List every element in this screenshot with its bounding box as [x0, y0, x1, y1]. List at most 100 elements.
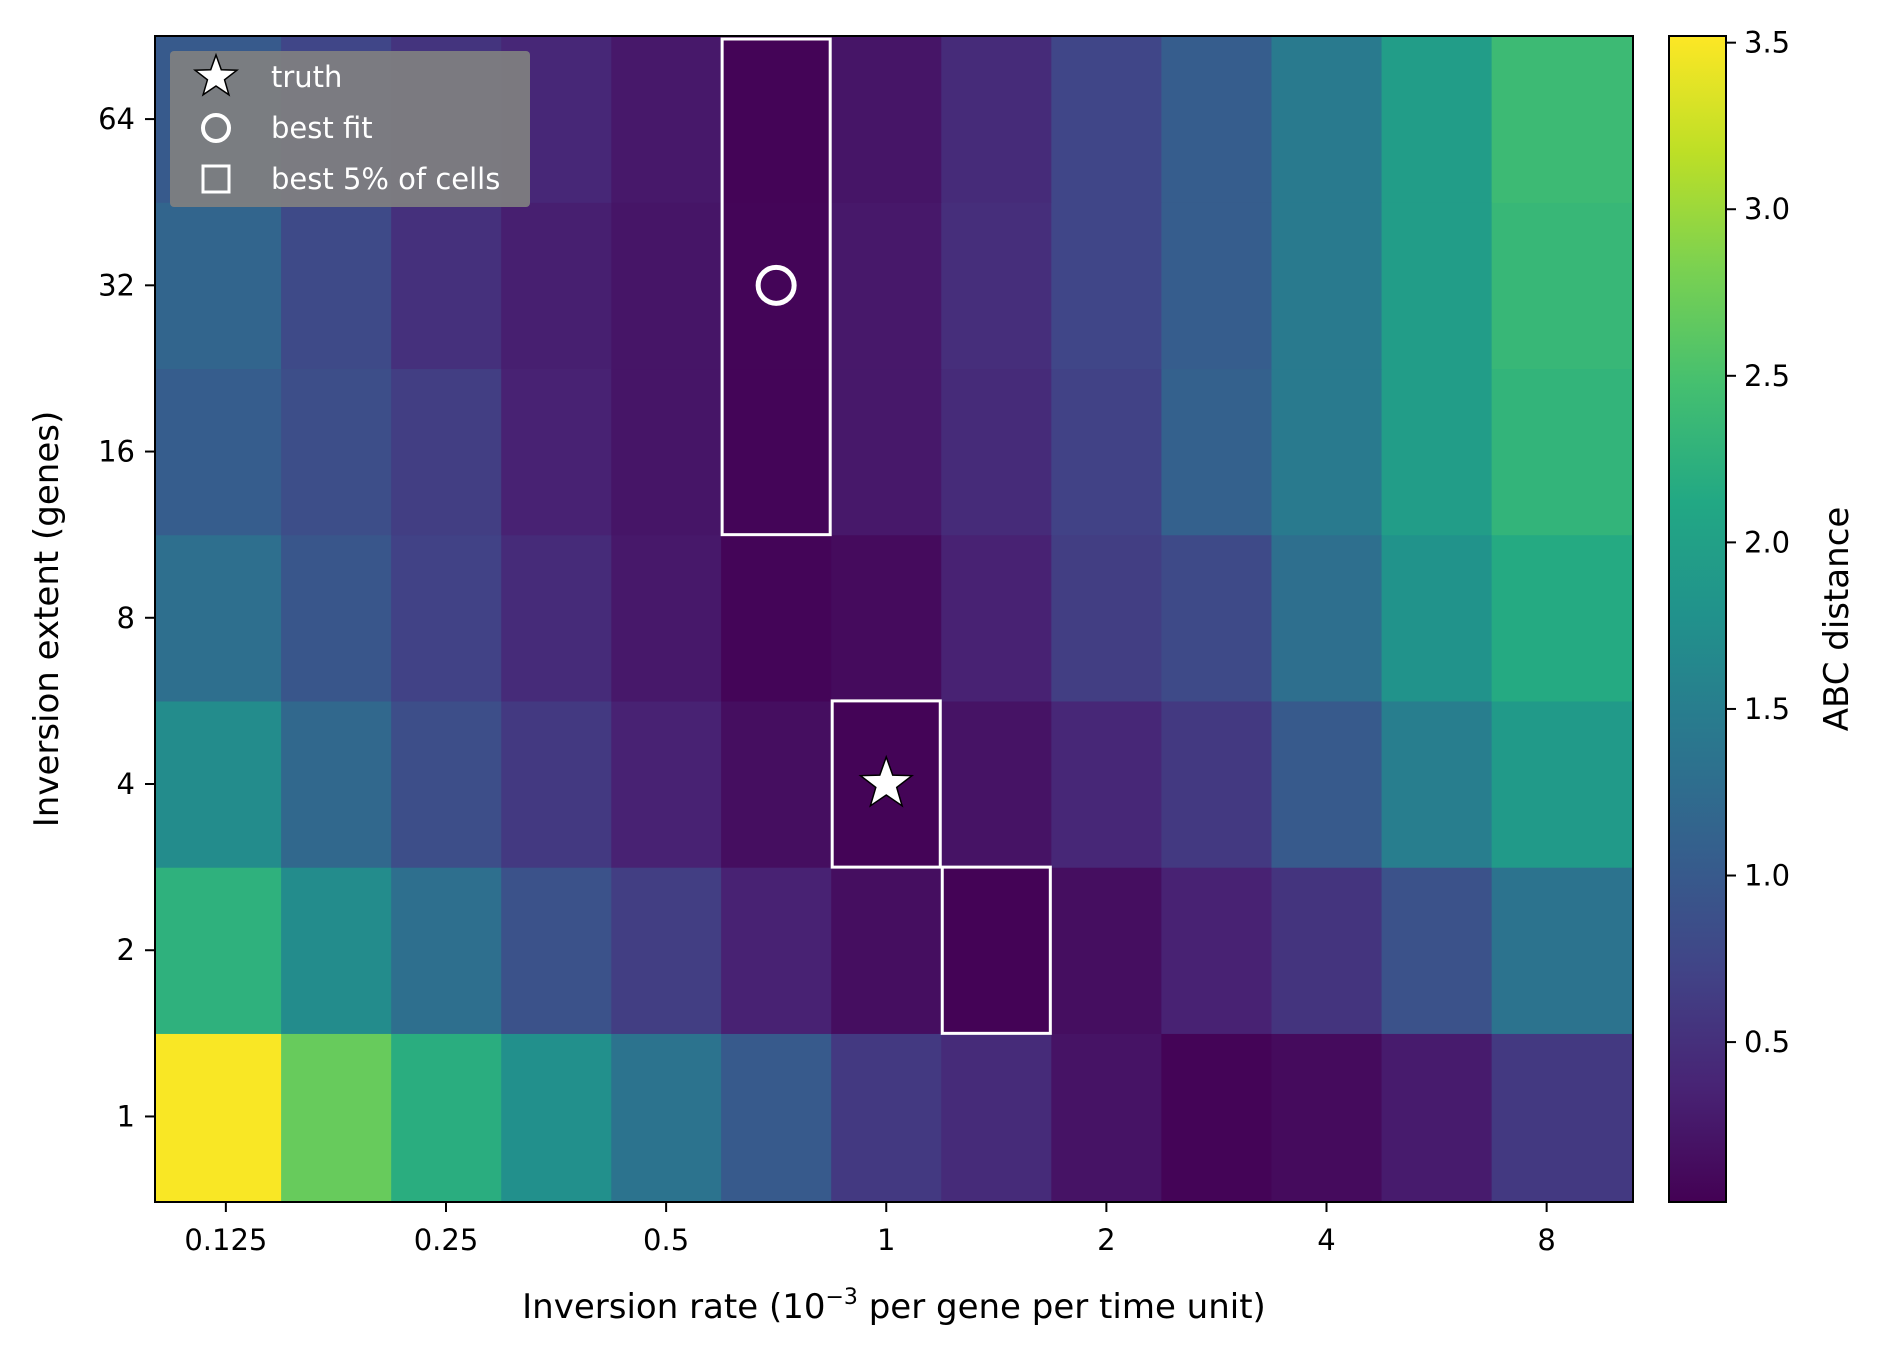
heatmap-cell — [831, 368, 942, 536]
heatmap-cell — [1161, 534, 1273, 702]
heatmap-cell — [1051, 1033, 1162, 1203]
heatmap-cell — [1381, 368, 1493, 536]
heatmap-cell — [155, 1033, 282, 1203]
legend-circle-icon — [201, 113, 231, 143]
heatmap-cell — [941, 368, 1052, 536]
heatmap-cell — [1381, 36, 1493, 203]
colorbar-tick-label: 0.5 — [1744, 1025, 1790, 1059]
heatmap-cell — [1161, 36, 1273, 203]
heatmap-cell — [611, 867, 722, 1034]
heatmap-cell — [831, 202, 942, 370]
x-tick-label: 0.125 — [184, 1223, 267, 1257]
colorbar-axis: 0.5 1.0 1.5 2.0 2.5 3.0 3.5 — [1726, 26, 1790, 1059]
heatmap-cell — [1381, 202, 1493, 370]
colorbar-tick-label: 3.0 — [1744, 192, 1790, 226]
legend-square-icon — [201, 164, 231, 194]
heatmap-cell — [1161, 202, 1273, 370]
x-axis-label: Inversion rate (10−3 per gene per time u… — [522, 1285, 1266, 1327]
heatmap-cell — [721, 202, 832, 370]
heatmap-cell — [611, 202, 722, 370]
heatmap-cell — [391, 368, 502, 536]
heatmap-cell — [721, 700, 832, 868]
y-tick-label: 8 — [117, 601, 135, 635]
heatmap-cell — [1271, 700, 1383, 868]
heatmap-cell — [721, 867, 832, 1034]
heatmap-cell — [281, 202, 392, 370]
heatmap-cell — [1491, 867, 1634, 1034]
heatmap-cell — [1161, 1033, 1273, 1203]
heatmap-cell — [831, 867, 942, 1034]
plot-frame — [154, 35, 1634, 1203]
heatmap-cell — [941, 534, 1052, 702]
markers — [755, 264, 915, 808]
heatmap-cell — [611, 534, 722, 702]
best-cell-outline — [940, 865, 1052, 1035]
heatmap-cell — [155, 534, 282, 702]
heatmap-cell — [611, 700, 722, 868]
y-axis-label: Inversion extent (genes) — [27, 411, 67, 828]
heatmap-cell — [721, 368, 832, 536]
heatmap-cell — [721, 1033, 832, 1203]
heatmap-cell — [1161, 368, 1273, 536]
colorbar-tick-label: 2.5 — [1744, 359, 1790, 393]
heatmap-cell — [1491, 1033, 1634, 1203]
heatmap-cell — [1271, 867, 1383, 1034]
y-tick-label: 2 — [117, 933, 135, 967]
heatmap-cell — [1161, 867, 1273, 1034]
heatmap-cell — [155, 202, 282, 370]
heatmap-cell — [501, 202, 612, 370]
heatmap-cell — [391, 202, 502, 370]
heatmap-cell — [611, 1033, 722, 1203]
heatmap-cell — [1161, 700, 1273, 868]
legend-label: best 5% of cells — [271, 162, 500, 196]
heatmap-cell — [281, 1033, 392, 1203]
y-tick-label: 16 — [98, 435, 135, 469]
truth-star-icon — [858, 754, 915, 808]
legend-star-icon — [192, 52, 240, 97]
legend-label: best fit — [271, 111, 373, 145]
x-tick-label: 2 — [1097, 1223, 1115, 1257]
legend-label: truth — [271, 60, 342, 94]
heatmap-cell — [1271, 368, 1383, 536]
colorbar-tick-label: 3.5 — [1744, 26, 1790, 60]
heatmap-cell — [1271, 36, 1383, 203]
heatmap-cell — [1051, 534, 1162, 702]
x-tick-label: 8 — [1537, 1223, 1555, 1257]
heatmap-cell — [941, 1033, 1052, 1203]
heatmap-cell — [1491, 534, 1634, 702]
heatmap-cell — [941, 36, 1052, 203]
heatmap-cell — [1271, 202, 1383, 370]
heatmap-cell — [1491, 368, 1634, 536]
heatmap-cell — [611, 36, 722, 203]
heatmap-cell — [831, 534, 942, 702]
heatmap-cell — [611, 368, 722, 536]
heatmap-cell — [1271, 1033, 1383, 1203]
heatmap-cell — [1491, 36, 1634, 203]
heatmap-cell — [1491, 202, 1634, 370]
heatmap-cell — [155, 700, 282, 868]
colorbar — [1668, 35, 1727, 1203]
heatmap-cells — [155, 36, 1634, 1203]
heatmap-cell — [1051, 368, 1162, 536]
x-tick-label: 4 — [1317, 1223, 1335, 1257]
y-tick-label: 64 — [98, 102, 135, 136]
heatmap-cell — [941, 202, 1052, 370]
heatmap-cell — [721, 534, 832, 702]
heatmap-cell — [391, 1033, 502, 1203]
x-axis: 0.125 0.25 0.5 1 2 4 8 — [184, 1202, 1556, 1257]
best-cell-outline — [830, 699, 942, 869]
heatmap-cell — [1381, 700, 1493, 868]
y-tick-label: 32 — [98, 268, 135, 302]
heatmap-cell — [501, 368, 612, 536]
heatmap-cell — [941, 700, 1052, 868]
heatmap-cell — [501, 1033, 612, 1203]
colorbar-label: ABC distance — [1817, 507, 1857, 732]
heatmap-cell — [1381, 534, 1493, 702]
best-fit-circle-icon — [755, 264, 797, 306]
heatmap-cell — [1051, 202, 1162, 370]
heatmap-cell — [391, 867, 502, 1034]
heatmap-cell — [941, 867, 1052, 1034]
heatmap-cell — [501, 534, 612, 702]
